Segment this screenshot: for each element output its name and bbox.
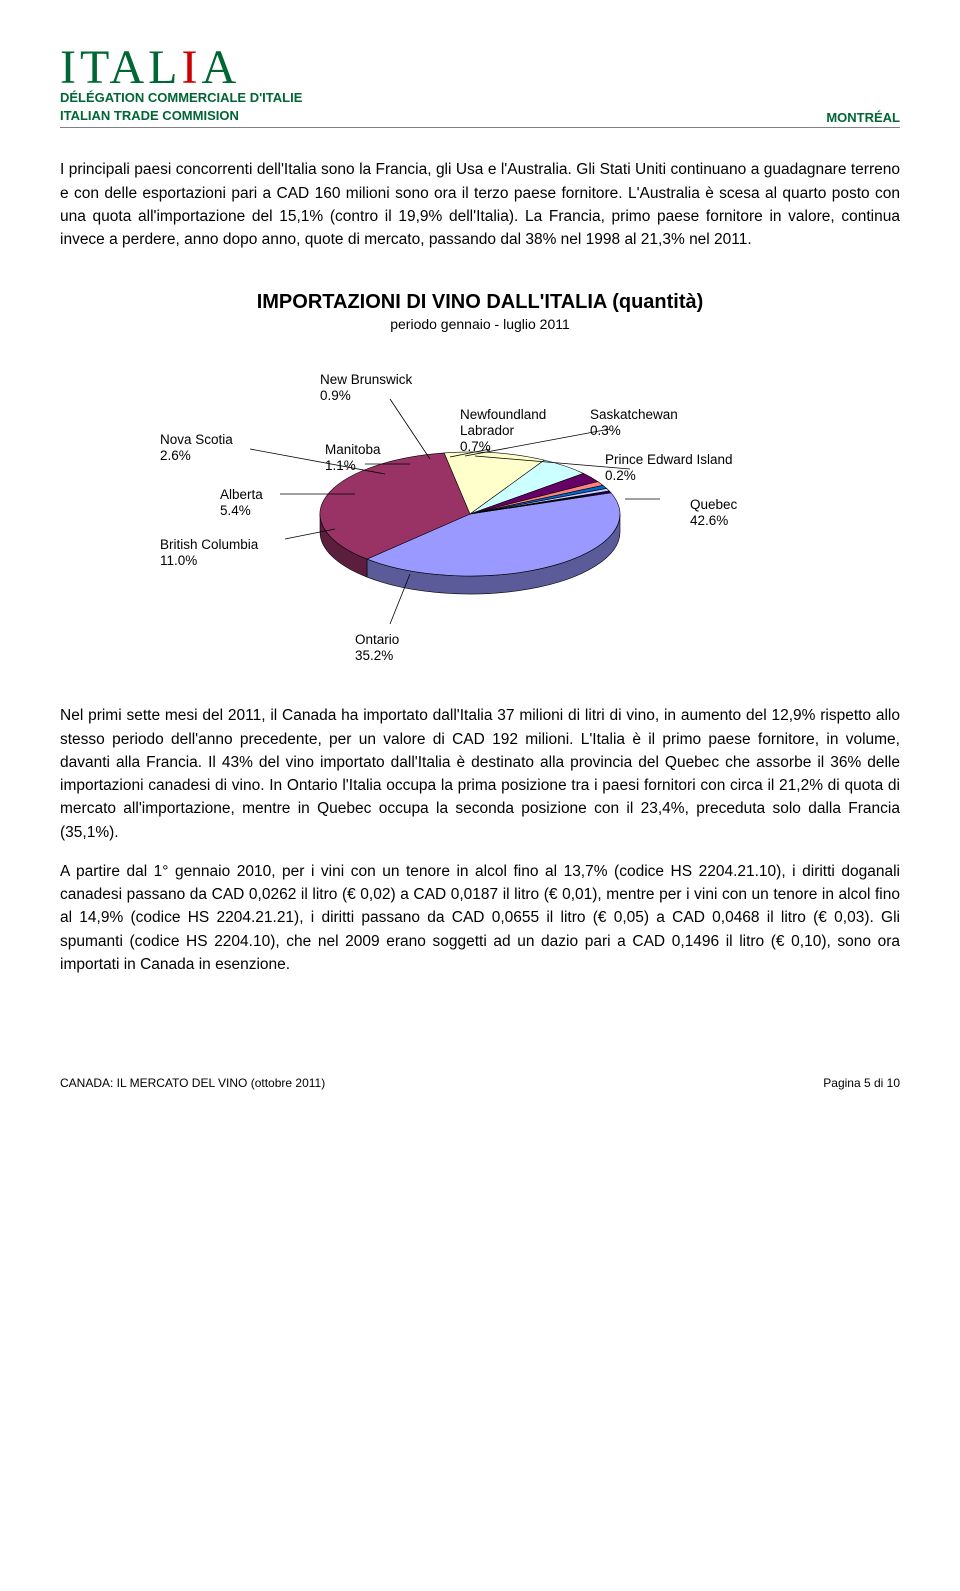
svg-text:Labrador: Labrador xyxy=(460,423,515,438)
chart-subtitle: periodo gennaio - luglio 2011 xyxy=(60,316,900,332)
header-divider xyxy=(60,127,900,128)
paragraph-2: Nel primi sette mesi del 2011, il Canada… xyxy=(60,704,900,844)
svg-text:Quebec: Quebec xyxy=(690,497,738,512)
delegation-line2: ITALIAN TRADE COMMISION xyxy=(60,107,302,125)
page-footer: CANADA: IL MERCATO DEL VINO (ottobre 201… xyxy=(60,1076,900,1090)
header-row: DÉLÉGATION COMMERCIALE D'ITALIE ITALIAN … xyxy=(60,89,900,125)
delegation-block: DÉLÉGATION COMMERCIALE D'ITALIE ITALIAN … xyxy=(60,89,302,125)
svg-text:0.3%: 0.3% xyxy=(590,423,621,438)
footer-left: CANADA: IL MERCATO DEL VINO (ottobre 201… xyxy=(60,1076,325,1090)
svg-text:Ontario: Ontario xyxy=(355,632,399,647)
delegation-line1: DÉLÉGATION COMMERCIALE D'ITALIE xyxy=(60,89,302,107)
italia-logo: ITALIA xyxy=(60,40,900,95)
svg-text:0.9%: 0.9% xyxy=(320,388,351,403)
svg-text:42.6%: 42.6% xyxy=(690,513,728,528)
paragraph-3: A partire dal 1° gennaio 2010, per i vin… xyxy=(60,860,900,976)
pie-chart: Quebec42.6%Ontario35.2%British Columbia1… xyxy=(130,344,830,674)
svg-text:5.4%: 5.4% xyxy=(220,503,251,518)
svg-text:Prince Edward Island: Prince Edward Island xyxy=(605,452,733,467)
svg-text:Newfoundland: Newfoundland xyxy=(460,407,546,422)
pie-chart-container: IMPORTAZIONI DI VINO DALL'ITALIA (quanti… xyxy=(60,291,900,674)
paragraph-1: I principali paesi concorrenti dell'Ital… xyxy=(60,158,900,251)
svg-text:1.1%: 1.1% xyxy=(325,458,356,473)
header-right: MONTRÉAL xyxy=(826,110,900,125)
svg-text:Manitoba: Manitoba xyxy=(325,442,381,457)
svg-text:35.2%: 35.2% xyxy=(355,648,393,663)
svg-text:New Brunswick: New Brunswick xyxy=(320,372,413,387)
svg-text:Saskatchewan: Saskatchewan xyxy=(590,407,678,422)
svg-text:11.0%: 11.0% xyxy=(160,553,197,568)
svg-text:0.2%: 0.2% xyxy=(605,468,636,483)
chart-title: IMPORTAZIONI DI VINO DALL'ITALIA (quanti… xyxy=(60,291,900,314)
svg-text:2.6%: 2.6% xyxy=(160,448,191,463)
footer-right: Pagina 5 di 10 xyxy=(823,1076,900,1090)
svg-text:Alberta: Alberta xyxy=(220,487,263,502)
svg-text:British Columbia: British Columbia xyxy=(160,537,259,552)
svg-text:Nova Scotia: Nova Scotia xyxy=(160,432,233,447)
